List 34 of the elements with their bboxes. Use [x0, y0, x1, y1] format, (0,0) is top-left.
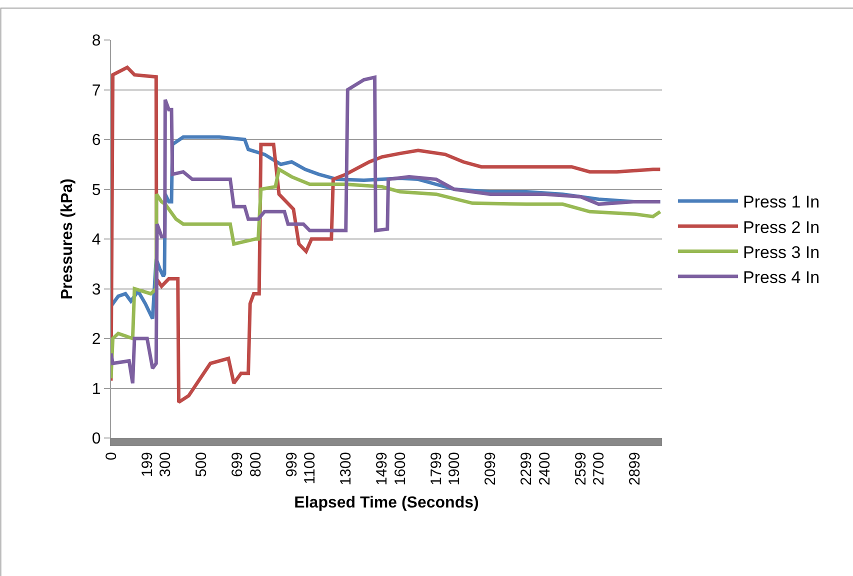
x-tick-label: 500 — [193, 452, 210, 478]
x-tick-label: 1799 — [428, 452, 445, 486]
x-tick-label: 2700 — [590, 452, 608, 486]
legend-label: Press 4 In — [743, 268, 820, 287]
x-tick-label: 2599 — [572, 452, 590, 486]
x-tick-label: 2099 — [482, 452, 500, 486]
x-tick-label: 1499 — [374, 452, 391, 486]
x-tick-label: 2299 — [518, 452, 536, 486]
x-tick-label: 1100 — [302, 452, 319, 484]
y-tick-label: 5 — [92, 182, 101, 199]
x-tick-label: 800 — [247, 452, 264, 478]
y-tick-label: 4 — [92, 232, 101, 249]
legend-label: Press 1 In — [743, 192, 820, 212]
legend-label: Press 3 In — [743, 242, 820, 262]
x-tick-label: 999 — [283, 452, 300, 478]
y-tick-label: 6 — [92, 132, 101, 150]
x-tick-label: 300 — [157, 452, 174, 478]
x-tick-label: 2400 — [536, 452, 554, 486]
y-tick-label: 3 — [92, 281, 101, 298]
x-tick-label: 1600 — [392, 452, 409, 486]
y-tick-label: 0 — [92, 430, 101, 448]
x-axis-title: Elapsed Time (Seconds) — [294, 494, 479, 512]
y-axis-title: Pressures (kPa) — [58, 178, 76, 300]
x-tick-label: 199 — [138, 452, 156, 478]
x-tick-label: 2899 — [626, 452, 644, 486]
legend-label: Press 2 In — [743, 218, 820, 237]
x-tick-label: 0 — [102, 452, 120, 460]
x-tick-label: 699 — [229, 452, 246, 478]
y-tick-label: 8 — [92, 32, 101, 50]
y-tick-label: 2 — [92, 331, 101, 348]
x-tick-label: 1300 — [338, 452, 355, 486]
y-tick-label: 1 — [92, 380, 101, 398]
y-tick-label: 7 — [92, 82, 101, 100]
x-tick-label: 1900 — [446, 452, 464, 486]
